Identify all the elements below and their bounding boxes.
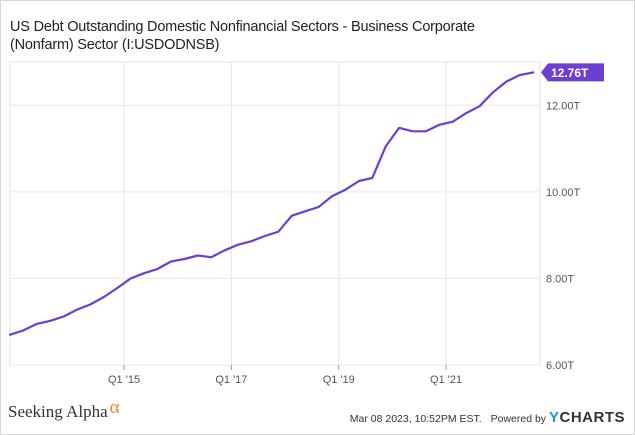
x-tick-label: Q1 '21 bbox=[430, 374, 462, 386]
ycharts-rest: CHARTS bbox=[559, 409, 625, 426]
ycharts-y: Y bbox=[548, 409, 560, 426]
powered-by-label: Powered by bbox=[490, 413, 547, 425]
y-tick-label: 8.00T bbox=[546, 273, 574, 285]
alpha-icon: α bbox=[109, 397, 120, 418]
last-value-flag bbox=[541, 63, 604, 82]
x-tick-label: Q1 '19 bbox=[323, 374, 355, 386]
y-tick-label: 10.00T bbox=[546, 187, 581, 199]
last-value-label: 12.76T bbox=[551, 66, 589, 80]
x-tick-label: Q1 '17 bbox=[215, 374, 247, 386]
chart-title: US Debt Outstanding Domestic Nonfinancia… bbox=[10, 19, 475, 53]
ycharts-logo[interactable]: YCHARTS bbox=[549, 409, 625, 426]
seeking-alpha-logo: Seeking Alpha α bbox=[8, 397, 120, 423]
y-tick-label: 6.00T bbox=[546, 360, 574, 372]
timestamp: Mar 08 2023, 10:52PM EST. bbox=[349, 413, 482, 425]
footer-attribution: Mar 08 2023, 10:52PM EST. Powered by YCH… bbox=[350, 409, 625, 426]
plot-area bbox=[9, 61, 541, 366]
series-line bbox=[8, 71, 535, 336]
x-tick-label: Q1 '15 bbox=[108, 374, 140, 386]
brand-name: Seeking Alpha bbox=[8, 402, 108, 421]
y-tick-label: 12.00T bbox=[546, 100, 581, 112]
